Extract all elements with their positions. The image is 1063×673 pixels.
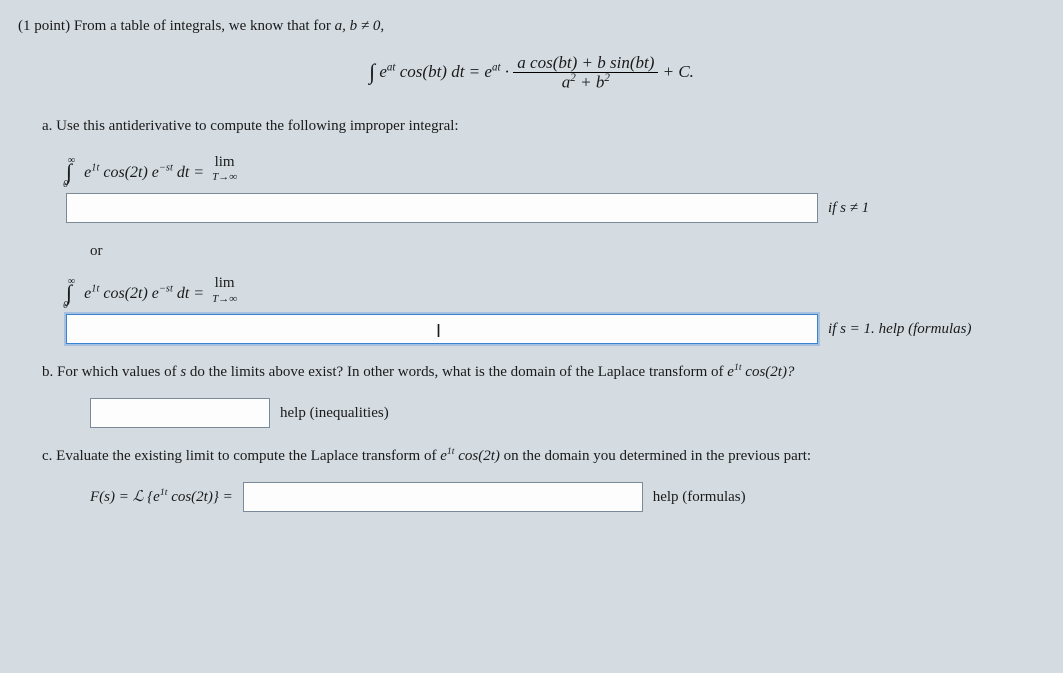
help-formulas-link-a[interactable]: help (formulas)	[879, 321, 972, 337]
part-b: b. For which values of s do the limits a…	[42, 360, 1045, 428]
bound-bot-a1: 0	[63, 179, 68, 190]
intro-text: From a table of integrals, we know that …	[70, 18, 335, 34]
part-a-input-row2: I if s = 1. help (formulas)	[66, 314, 1045, 344]
part-a-eq2: ∫∞0e1t cos(2t) e−st dt = lim T→∞	[66, 273, 1045, 308]
part-b-input[interactable]	[90, 398, 270, 428]
part-a-eq1: ∫∞0e1t cos(2t) e−st dt = lim T→∞	[66, 152, 1045, 187]
fraction-numerator: a cos(bt) + b sin(bt)	[513, 54, 658, 73]
points-label: (1 point)	[18, 18, 70, 34]
integral-formula: ∫ eat cos(bt) dt = eat · a cos(bt) + b s…	[18, 52, 1045, 92]
problem-container: (1 point) From a table of integrals, we …	[18, 14, 1045, 512]
part-a-input2[interactable]	[66, 314, 818, 344]
part-a-cond1: if s ≠ 1	[828, 196, 869, 220]
integral-sign: ∫	[369, 59, 375, 84]
intro-condition: a, b ≠ 0,	[335, 18, 384, 34]
fraction-denominator: a2 + b2	[513, 73, 658, 92]
part-c-input-row: F(s) = ℒ {e1t cos(2t)} = help (formulas)	[90, 482, 1045, 512]
plus-c: + C.	[663, 62, 694, 81]
part-a-cond2: if s = 1. help (formulas)	[828, 317, 971, 341]
part-c-label: c. Evaluate the existing limit to comput…	[42, 444, 1045, 468]
e-lhs-exp: at	[387, 61, 396, 73]
bound-bot-a2: 0	[63, 300, 68, 311]
cos-lhs: cos(bt) dt =	[396, 62, 485, 81]
part-a: a. Use this antiderivative to compute th…	[42, 114, 1045, 344]
part-b-label: b. For which values of s do the limits a…	[42, 360, 1045, 384]
fraction: a cos(bt) + b sin(bt) a2 + b2	[513, 54, 658, 91]
bound-top-a2: ∞	[68, 276, 75, 287]
part-a-label: a. Use this antiderivative to compute th…	[42, 114, 1045, 138]
e-lhs: e	[379, 62, 387, 81]
dot: ·	[501, 62, 514, 81]
e-rhs-exp: at	[492, 61, 501, 73]
bound-top-a1: ∞	[68, 155, 75, 166]
part-c-lhs: F(s) = ℒ {e1t cos(2t)} =	[90, 485, 233, 509]
limit-a1: lim T→∞	[212, 155, 237, 184]
part-c-input[interactable]	[243, 482, 643, 512]
or-label: or	[90, 239, 1045, 263]
part-a-input1[interactable]	[66, 193, 818, 223]
part-c: c. Evaluate the existing limit to comput…	[42, 444, 1045, 512]
e-rhs: e	[484, 62, 492, 81]
intro-line: (1 point) From a table of integrals, we …	[18, 14, 1045, 38]
part-a-input-row1: if s ≠ 1	[66, 193, 1045, 223]
limit-a2: lim T→∞	[212, 276, 237, 305]
help-inequalities-link[interactable]: help (inequalities)	[280, 401, 389, 425]
part-b-input-row: help (inequalities)	[66, 398, 1045, 428]
help-formulas-link-c[interactable]: help (formulas)	[653, 485, 746, 509]
